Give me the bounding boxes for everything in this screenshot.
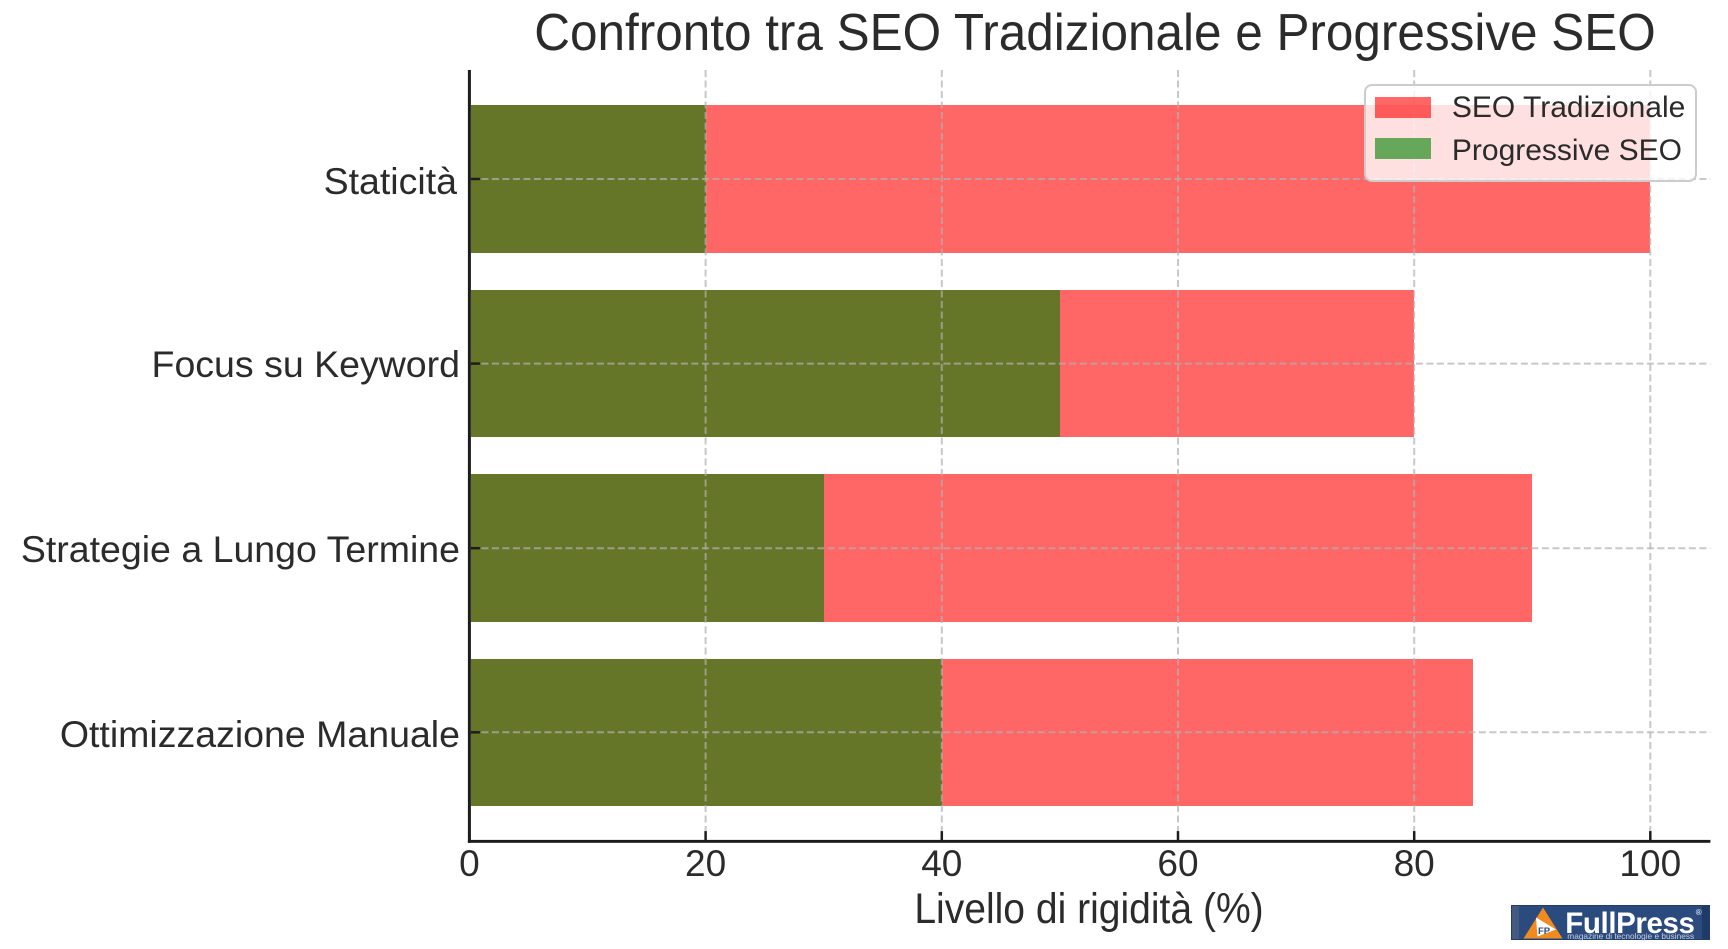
svg-text:FP: FP (1538, 926, 1551, 937)
